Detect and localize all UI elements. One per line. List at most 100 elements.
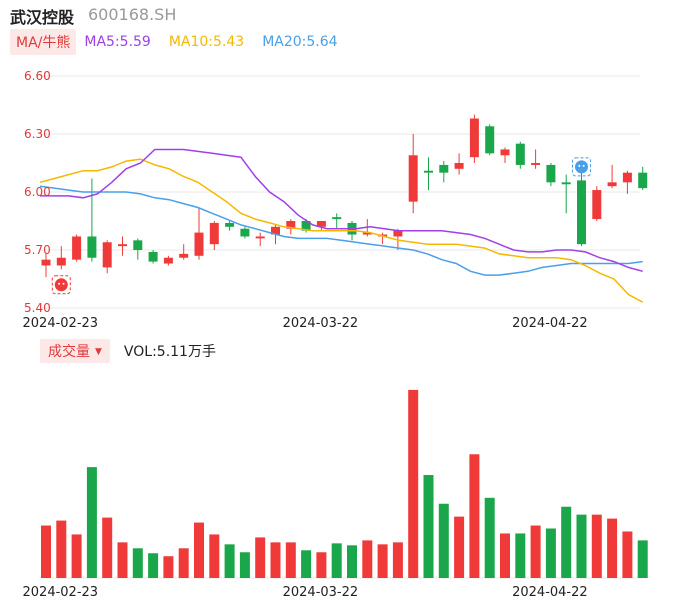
- candle: [316, 221, 326, 231]
- candle: [577, 168, 586, 247]
- volume-bar: [515, 533, 526, 578]
- volume-bar: [591, 514, 602, 578]
- candle: [424, 157, 433, 191]
- volume-bar: [500, 533, 510, 578]
- candle: [118, 236, 127, 256]
- volume-indicator-label: 成交量: [48, 344, 90, 360]
- candle: [531, 149, 541, 169]
- volume-bar: [607, 518, 618, 578]
- candle-body: [225, 222, 235, 227]
- candle: [515, 141, 525, 169]
- price-tick-label: 5.40: [24, 301, 51, 315]
- candle-body: [332, 217, 342, 220]
- volume-indicator-selector[interactable]: 成交量 ▼: [40, 339, 110, 363]
- volume-bar: [392, 542, 403, 578]
- volume-bar: [117, 542, 128, 578]
- price-tick-label: 6.60: [24, 69, 51, 83]
- volume-date-tick-label: 2024-02-23: [23, 585, 99, 600]
- candle: [225, 221, 235, 231]
- candle: [378, 232, 388, 245]
- candle-body: [424, 170, 433, 173]
- volume-bar: [408, 389, 419, 578]
- volume-bar: [41, 525, 51, 578]
- bear-icon: [572, 157, 591, 177]
- candle-body: [102, 242, 112, 268]
- marker-eye: [58, 282, 61, 285]
- candle-body: [133, 240, 143, 250]
- candle-body: [592, 190, 602, 220]
- candle-body: [607, 182, 617, 187]
- ma-selector-button[interactable]: MA/牛熊: [10, 29, 77, 55]
- volume-bar: [301, 550, 312, 578]
- candle: [332, 213, 342, 229]
- bull-icon: [51, 275, 71, 295]
- bull-icon-badge: [54, 278, 68, 292]
- volume-bar: [209, 534, 220, 578]
- candle-body: [393, 230, 403, 237]
- volume-bar: [239, 552, 250, 578]
- candle: [561, 174, 571, 214]
- candle: [133, 238, 143, 260]
- candle: [148, 250, 158, 264]
- candle-body: [56, 257, 66, 266]
- candle: [454, 153, 464, 175]
- volume-bar: [454, 516, 465, 578]
- candle-body: [301, 221, 311, 231]
- price-tick-label: 6.30: [24, 127, 51, 141]
- candle: [408, 134, 418, 214]
- date-tick-label: 2024-02-23: [23, 316, 99, 331]
- volume-legend-bar: 成交量 ▼ VOL:5.11万手: [40, 339, 216, 363]
- candle: [622, 170, 632, 194]
- candle: [72, 234, 82, 262]
- candle-body: [118, 244, 127, 247]
- candle: [209, 221, 219, 250]
- volume-bar: [86, 467, 97, 578]
- candle-body: [271, 226, 280, 235]
- candle-body: [163, 257, 173, 264]
- marker-eye: [578, 164, 581, 167]
- candle-body: [408, 155, 418, 202]
- candle-body: [485, 126, 495, 154]
- stock-code: 600168.SH: [88, 5, 177, 24]
- candle-body: [622, 172, 632, 183]
- ma20-line: [39, 185, 643, 276]
- volume-bar: [377, 544, 388, 578]
- candle: [102, 240, 112, 274]
- candle: [485, 124, 495, 156]
- volume-bar: [331, 543, 342, 578]
- ma5-line: [40, 148, 643, 273]
- candle-body: [194, 232, 204, 256]
- candle-body: [638, 172, 648, 189]
- candle-body: [561, 182, 571, 185]
- volume-bar: [469, 454, 480, 578]
- candle-body: [362, 232, 372, 235]
- candle-body: [469, 118, 479, 158]
- volume-date-tick-label: 2024-03-22: [283, 585, 359, 600]
- candle-body: [72, 236, 82, 260]
- volume-bar: [163, 556, 174, 578]
- date-tick-label: 2024-03-22: [283, 316, 359, 331]
- candle: [607, 164, 617, 189]
- price-tick-label: 6.00: [24, 185, 51, 199]
- candle-body: [179, 253, 189, 258]
- bear-icon-badge: [575, 160, 588, 174]
- volume-chart: 2024-02-23 2024-03-22 2024-04-22: [23, 389, 648, 600]
- stock-name: 武汉控股: [10, 8, 75, 27]
- volume-bar: [362, 540, 373, 578]
- candle-body: [240, 228, 250, 237]
- ma10-legend: MA10:5.43: [168, 34, 245, 50]
- candle-body: [500, 149, 510, 156]
- date-tick-label: 2024-04-22: [512, 316, 588, 331]
- ma20-legend: MA20:5.64: [262, 34, 338, 50]
- volume-value: VOL:5.11万手: [123, 344, 216, 360]
- candle: [87, 178, 97, 262]
- volume-bar: [316, 552, 327, 578]
- candle-body: [41, 259, 51, 266]
- candle-body: [531, 163, 541, 165]
- marker-eye: [582, 164, 585, 167]
- volume-bar: [576, 514, 587, 578]
- volume-bar: [194, 522, 204, 578]
- candle: [500, 147, 510, 163]
- volume-date-tick-label: 2024-04-22: [512, 585, 588, 600]
- candle: [240, 226, 250, 239]
